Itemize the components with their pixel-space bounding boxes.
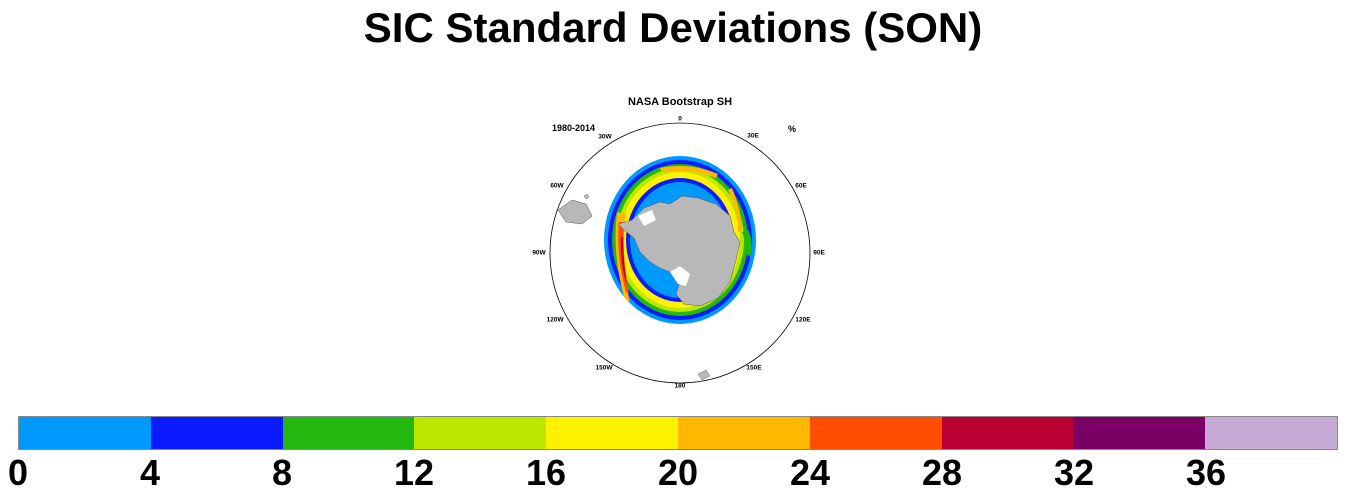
colorbar xyxy=(18,416,1338,450)
colorbar-label: 20 xyxy=(657,452,699,493)
colorbar-segment xyxy=(414,417,547,449)
colorbar-segment xyxy=(1205,417,1337,449)
new-zealand-land xyxy=(697,369,711,381)
main-title: SIC Standard Deviations (SON) xyxy=(363,4,983,51)
lon-label-90w: 90W xyxy=(532,249,546,257)
colorbar-segment xyxy=(19,417,151,449)
panel-title: NASA Bootstrap SH xyxy=(627,96,733,108)
colorbar-label: 8 xyxy=(271,452,293,493)
colorbar-label: 12 xyxy=(393,452,435,493)
colorbar-label: 32 xyxy=(1053,452,1095,493)
units-label: % xyxy=(788,124,797,134)
colorbar-label: 24 xyxy=(789,452,831,493)
colorbar-label: 16 xyxy=(525,452,567,493)
colorbar-segment xyxy=(809,417,942,449)
colorbar-segment xyxy=(546,417,678,449)
lon-label-120e: 120E xyxy=(795,316,811,324)
lon-label-60e: 60E xyxy=(795,182,807,190)
ross-ice-shelf xyxy=(670,266,690,286)
colorbar-label: 36 xyxy=(1185,452,1227,493)
small-island xyxy=(583,193,590,200)
map-panel: NASA Bootstrap SH 1980-2014 % xyxy=(520,92,840,392)
weddell-ice-shelf xyxy=(638,210,656,226)
colorbar-label: 28 xyxy=(921,452,963,493)
colorbar-segment xyxy=(1073,417,1206,449)
colorbar-label: 4 xyxy=(139,452,161,493)
colorbar-segment xyxy=(282,417,415,449)
lon-label-90e: 90E xyxy=(813,249,825,257)
polar-map xyxy=(549,122,811,384)
colorbar-segment xyxy=(150,417,283,449)
lon-label-30w: 30W xyxy=(598,133,612,141)
colorbar-segment xyxy=(941,417,1074,449)
lon-label-150e: 150E xyxy=(746,364,762,372)
lon-label-180: 180 xyxy=(674,382,686,390)
lon-label-60w: 60W xyxy=(550,182,564,190)
lon-label-120w: 120W xyxy=(546,316,564,324)
colorbar-label: 0 xyxy=(7,452,29,493)
colorbar-segment xyxy=(677,417,810,449)
map-boundary xyxy=(549,122,811,384)
lon-label-0: 0 xyxy=(678,115,682,123)
south-america-land xyxy=(557,199,593,225)
period-label: 1980-2014 xyxy=(552,123,596,133)
lon-label-150w: 150W xyxy=(595,364,613,372)
lon-label-30e: 30E xyxy=(747,132,759,140)
